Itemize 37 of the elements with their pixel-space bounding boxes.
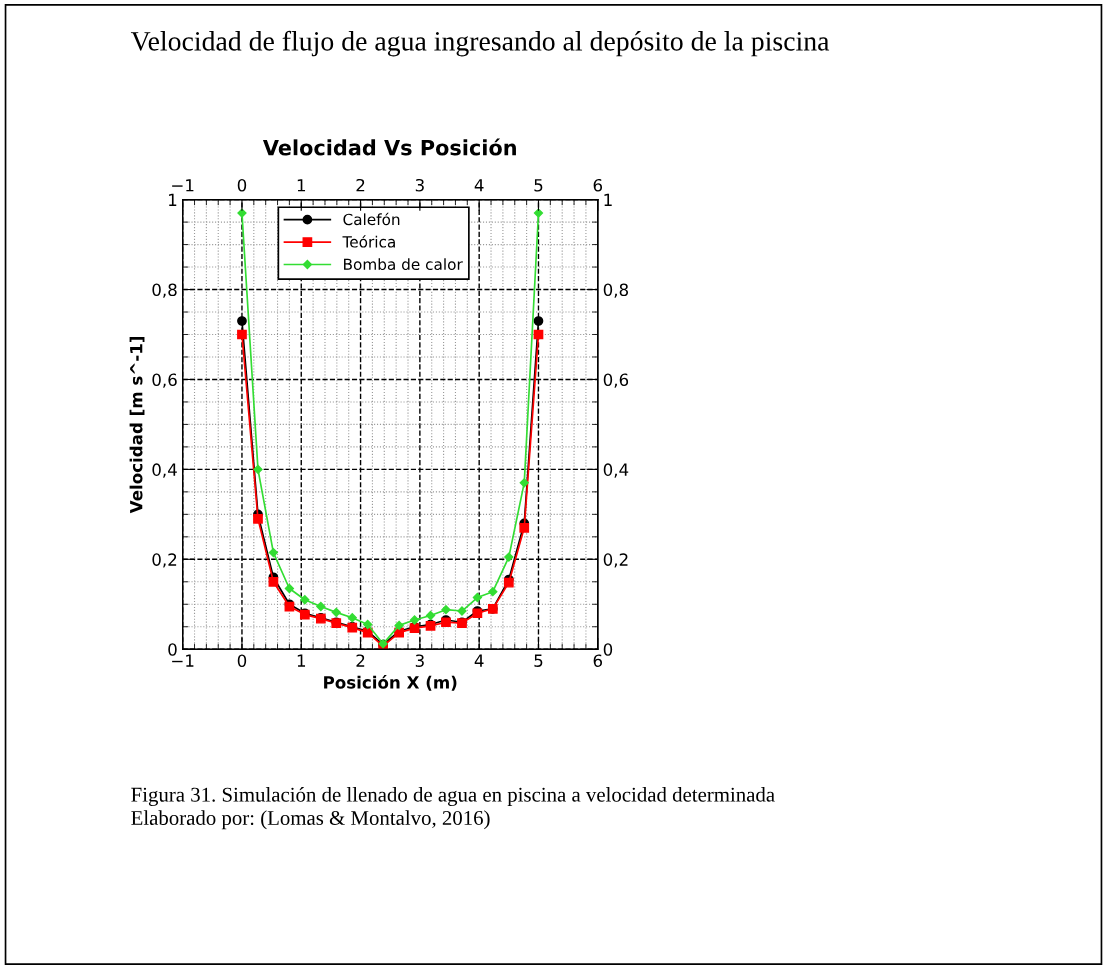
x-tick-label: 4 (474, 654, 484, 667)
legend-label: Bomba de calor (344, 258, 463, 271)
y2-tick-label: 0 (603, 643, 613, 656)
chart-title: Velocidad Vs Posición (262, 138, 516, 156)
y-tick-label: 0,4 (152, 463, 177, 478)
x-tick-label: 2 (356, 654, 365, 667)
x-tick-label: −1 (172, 654, 194, 667)
x2-tick-label: 3 (415, 178, 424, 192)
y-tick-label: 0,2 (152, 553, 177, 568)
legend-label: Calefón (343, 212, 400, 226)
y2-tick-label: 1 (604, 193, 612, 206)
x2-tick-label: 4 (474, 179, 484, 192)
x-tick-label: 1 (297, 654, 306, 667)
x-tick-label: 3 (415, 654, 424, 667)
x2-tick-label: 1 (297, 179, 306, 192)
text: Elaborado por: (Lomas & Montalvo, 2016) (131, 810, 490, 830)
y-tick-label: 0 (168, 643, 177, 656)
y2-tick-label: 0,4 (603, 463, 629, 478)
x2-tick-label: −1 (172, 179, 194, 192)
x2-tick-label: 2 (356, 178, 365, 192)
x-tick-label: 0 (237, 654, 247, 667)
y-tick-label: 0,8 (152, 283, 177, 298)
y-tick-label: 0,6 (152, 373, 177, 388)
legend-label: Teórica (342, 235, 395, 248)
x2-tick-label: 6 (593, 178, 603, 192)
y2-tick-label: 0,6 (603, 373, 629, 388)
x2-tick-label: 0 (237, 178, 247, 192)
text: Velocidad de flujo de agua ingresando al depósito de la piscina (130, 30, 830, 57)
x-tick-label: 5 (534, 654, 543, 667)
y-axis-title: Velocidad [m s^-1] (129, 336, 145, 514)
y2-tick-label: 0,8 (603, 283, 629, 298)
x-tick-label: 6 (593, 654, 603, 667)
y-tick-label: 1 (169, 193, 177, 206)
text: Figura 31. Simulación de llenado de agua en piscina a velocidad determinada (131, 787, 775, 807)
x2-tick-label: 5 (534, 179, 543, 192)
x-axis-title: Posición X (m) (324, 675, 457, 691)
y2-tick-label: 0,2 (603, 553, 628, 568)
